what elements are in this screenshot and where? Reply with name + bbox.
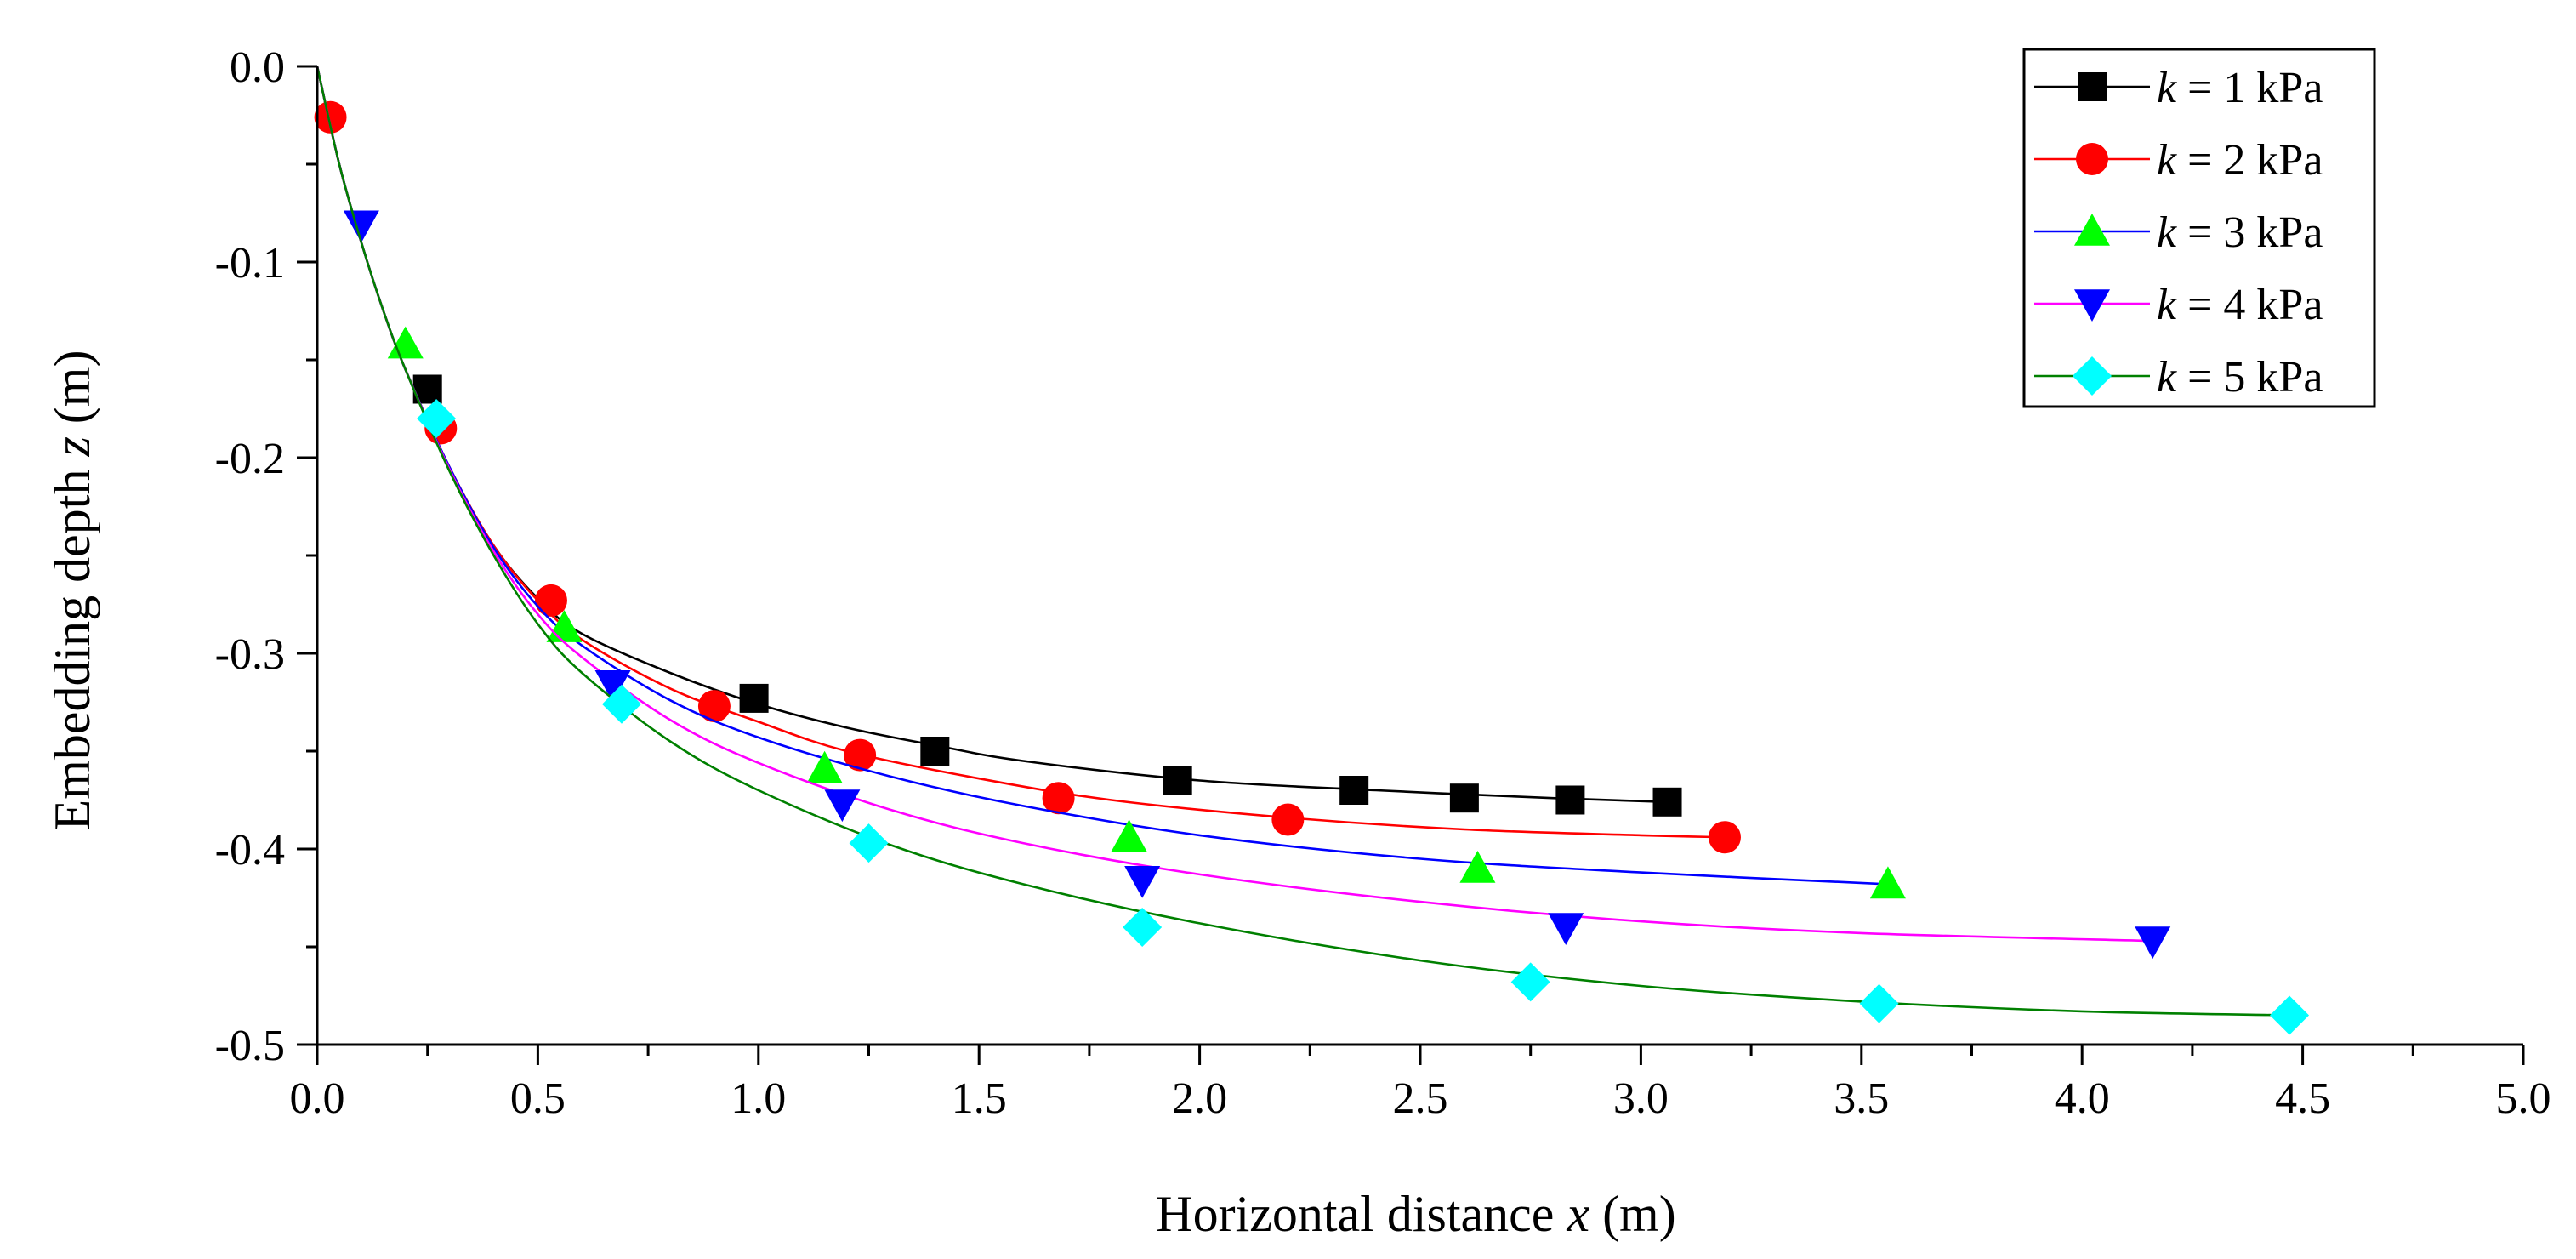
series-5-point — [1859, 983, 1899, 1023]
legend-label: k = 5 kPa — [2157, 353, 2323, 402]
legend-marker — [2076, 143, 2108, 175]
legend-label-var: k — [2157, 281, 2177, 329]
series-1-point — [1555, 785, 1585, 815]
legend-label-var: k — [2157, 208, 2177, 257]
series-3 — [316, 66, 1906, 899]
series-5-point — [1123, 908, 1163, 947]
x-tick-label: 3.0 — [1613, 1074, 1669, 1123]
x-tick-label: 2.0 — [1172, 1074, 1227, 1123]
y-tick-label: -0.3 — [215, 630, 285, 679]
series-2-line — [316, 66, 1726, 839]
series-5-line — [316, 66, 2290, 1017]
legend-marker — [2078, 72, 2107, 101]
series-5-point — [2270, 995, 2310, 1035]
legend-item-4: k = 4 kPa — [2034, 281, 2323, 329]
series-1-point — [1652, 787, 1682, 817]
x-axis-title-prefix: Horizontal distance — [1156, 1186, 1567, 1242]
legend-marker — [2074, 214, 2110, 246]
y-tick-label: -0.5 — [215, 1022, 285, 1070]
series-1 — [316, 66, 1682, 817]
series-1-point — [739, 683, 769, 713]
series-1-point — [920, 737, 950, 766]
y-tick-label: 0.0 — [230, 43, 285, 92]
legend-label: k = 4 kPa — [2157, 281, 2323, 329]
x-tick-label: 2.5 — [1393, 1074, 1448, 1123]
series-layer — [314, 66, 2310, 1035]
series-1-point — [1449, 783, 1479, 813]
series-5-point — [601, 684, 641, 724]
legend-label-rest: = 3 kPa — [2176, 208, 2323, 257]
series-3-point — [806, 750, 843, 783]
series-2-point — [697, 690, 731, 723]
x-axis-title: Horizontal distance x (m) — [1156, 1186, 1675, 1242]
x-tick-label: 0.5 — [510, 1074, 566, 1123]
series-2-point — [1271, 803, 1305, 836]
series-2 — [314, 66, 1741, 854]
legend-label-var: k — [2157, 136, 2177, 185]
x-tick-label: 1.0 — [731, 1074, 786, 1123]
series-3-point — [1459, 851, 1496, 883]
y-tick-label: -0.2 — [215, 435, 285, 483]
axes-layer: 0.0 0.5 1.0 1.5 2.0 2.5 3.0 3.5 4.0 4.5 5.0 0.0 -0.1… — [215, 43, 2551, 1123]
y-axis-title: Embedding depth z (m) — [44, 350, 100, 831]
series-3-point — [387, 326, 424, 359]
series-4-line — [316, 66, 2153, 943]
legend-label-rest: = 5 kPa — [2176, 353, 2323, 402]
x-axis-title-suffix: (m) — [1589, 1186, 1676, 1242]
legend-marker — [2073, 356, 2112, 396]
x-tick-label: 4.5 — [2275, 1074, 2330, 1123]
legend-label-rest: = 2 kPa — [2176, 136, 2323, 185]
series-3-line — [316, 66, 1888, 886]
series-1-line — [316, 66, 1668, 804]
x-tick-label: 5.0 — [2496, 1074, 2551, 1123]
legend-marker — [2074, 289, 2110, 322]
legend-label-var: k — [2157, 353, 2177, 402]
series-5 — [316, 66, 2310, 1035]
x-axis-title-var: x — [1566, 1186, 1589, 1242]
legend-label-var: k — [2157, 64, 2177, 112]
legend-label: k = 1 kPa — [2157, 64, 2323, 112]
series-5-point — [417, 399, 457, 438]
series-1-point — [1163, 766, 1192, 795]
series-2-point — [1042, 782, 1075, 815]
series-4-point — [2135, 926, 2171, 960]
x-tick-label: 1.5 — [952, 1074, 1007, 1123]
series-2-point — [844, 738, 877, 772]
series-4-point — [594, 670, 631, 703]
series-5-point — [1510, 962, 1550, 1002]
series-3-point — [1111, 819, 1147, 852]
legend-label-rest: = 4 kPa — [2176, 281, 2323, 329]
series-2-point — [534, 584, 567, 617]
legend-label-rest: = 1 kPa — [2176, 64, 2323, 112]
series-2-point — [314, 100, 347, 134]
legend-label: k = 3 kPa — [2157, 208, 2323, 257]
series-4-point — [824, 789, 861, 823]
y-axis-title-var: z — [44, 436, 100, 457]
y-tick-label: -0.4 — [215, 826, 285, 874]
x-tick-label: 3.5 — [1834, 1074, 1889, 1123]
legend-item-3: k = 3 kPa — [2034, 208, 2323, 257]
series-4 — [316, 66, 2171, 960]
series-4-point — [1124, 866, 1161, 898]
series-5-point — [849, 823, 889, 863]
series-4-point — [343, 210, 379, 243]
legend-box — [2022, 48, 2376, 408]
series-2-point — [1708, 821, 1741, 854]
x-tick-label: 0.0 — [290, 1074, 345, 1123]
series-3-point — [1869, 866, 1906, 899]
y-tick-label: -0.1 — [215, 239, 285, 288]
legend-item-2: k = 2 kPa — [2034, 136, 2323, 185]
legend-label: k = 2 kPa — [2157, 136, 2323, 185]
x-tick-label: 4.0 — [2055, 1074, 2110, 1123]
y-axis-title-prefix: Embedding depth — [44, 457, 100, 831]
legend-item-1: k = 1 kPa — [2034, 64, 2323, 112]
series-4-point — [1548, 913, 1584, 945]
series-1-point — [1339, 776, 1369, 805]
y-axis-title-suffix: (m) — [44, 350, 100, 437]
legend-item-5: k = 5 kPa — [2034, 353, 2323, 402]
